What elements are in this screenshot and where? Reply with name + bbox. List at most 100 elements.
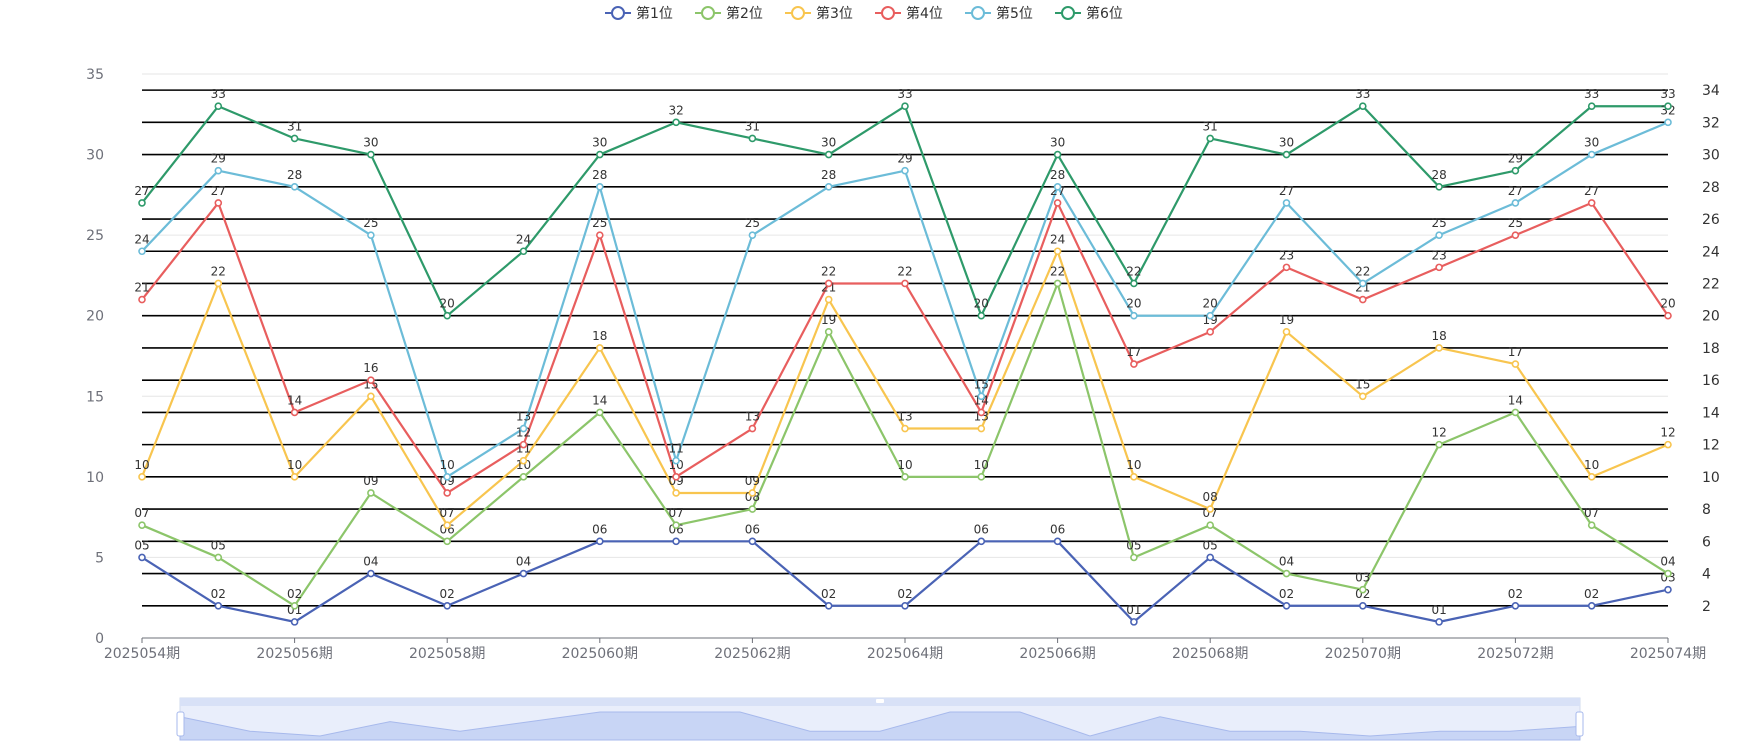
data-point[interactable] — [1664, 311, 1672, 320]
data-point[interactable] — [1053, 150, 1062, 159]
data-point[interactable] — [1359, 392, 1367, 401]
data-point[interactable] — [901, 601, 909, 610]
data-point[interactable] — [748, 489, 757, 497]
data-point[interactable] — [1511, 408, 1520, 417]
legend-item[interactable]: 第4位 — [875, 5, 943, 22]
data-point[interactable] — [214, 199, 223, 207]
data-point[interactable] — [1053, 183, 1062, 191]
data-point[interactable] — [1130, 360, 1138, 368]
data-point[interactable] — [367, 376, 375, 384]
data-point[interactable] — [290, 473, 299, 481]
data-point[interactable] — [138, 295, 146, 304]
legend-item[interactable]: 第3位 — [785, 5, 853, 22]
data-point[interactable] — [443, 601, 452, 610]
data-point[interactable] — [824, 183, 833, 191]
data-point[interactable] — [367, 489, 375, 497]
data-point[interactable] — [519, 440, 528, 449]
data-point[interactable] — [443, 521, 452, 530]
data-point[interactable] — [672, 521, 680, 530]
data-point[interactable] — [977, 537, 986, 546]
data-point[interactable] — [1359, 279, 1367, 288]
data-point[interactable] — [748, 231, 757, 239]
data-point[interactable] — [672, 537, 680, 546]
data-point[interactable] — [519, 473, 528, 481]
data-point[interactable] — [443, 473, 452, 481]
data-point[interactable] — [1282, 601, 1291, 610]
data-point[interactable] — [519, 456, 528, 465]
data-point[interactable] — [1130, 618, 1138, 626]
data-point[interactable] — [1664, 569, 1672, 578]
data-point[interactable] — [1053, 537, 1062, 546]
data-point[interactable] — [519, 247, 528, 256]
data-point[interactable] — [519, 424, 528, 433]
data-point[interactable] — [1511, 231, 1520, 239]
data-point[interactable] — [1130, 473, 1138, 481]
data-point[interactable] — [824, 601, 833, 610]
data-point[interactable] — [290, 134, 299, 143]
data-point[interactable] — [1053, 199, 1062, 207]
data-point[interactable] — [367, 150, 375, 159]
data-point[interactable] — [977, 424, 986, 433]
data-point[interactable] — [290, 618, 299, 626]
data-point[interactable] — [138, 247, 146, 256]
data-point[interactable] — [214, 102, 223, 111]
data-point[interactable] — [138, 553, 146, 562]
data-point[interactable] — [1511, 601, 1520, 610]
data-point[interactable] — [901, 473, 909, 481]
data-point[interactable] — [1359, 585, 1367, 594]
data-point[interactable] — [748, 424, 757, 433]
data-point[interactable] — [748, 537, 757, 546]
data-point[interactable] — [977, 392, 986, 401]
legend-item[interactable]: 第1位 — [605, 5, 673, 22]
data-point[interactable] — [1282, 150, 1291, 159]
legend-item[interactable]: 第5位 — [965, 5, 1033, 22]
data-point[interactable] — [138, 521, 146, 530]
data-point[interactable] — [1130, 279, 1138, 288]
data-zoom-slider[interactable] — [176, 697, 1584, 741]
data-point[interactable] — [1587, 150, 1596, 159]
data-point[interactable] — [595, 344, 604, 352]
data-point[interactable] — [824, 279, 833, 288]
data-point[interactable] — [824, 328, 833, 336]
zoom-handle-left[interactable] — [176, 711, 185, 737]
data-point[interactable] — [443, 537, 452, 546]
data-point[interactable] — [1130, 553, 1138, 562]
legend-item[interactable]: 第2位 — [695, 5, 763, 22]
data-point[interactable] — [1206, 521, 1214, 530]
data-point[interactable] — [1053, 279, 1062, 288]
data-point[interactable] — [1587, 199, 1596, 207]
data-point[interactable] — [1282, 199, 1291, 207]
data-point[interactable] — [1587, 521, 1596, 530]
data-point[interactable] — [1282, 328, 1291, 336]
data-point[interactable] — [290, 183, 299, 191]
data-point[interactable] — [1435, 344, 1443, 352]
data-point[interactable] — [595, 150, 604, 159]
data-point[interactable] — [1587, 473, 1596, 481]
data-point[interactable] — [1664, 102, 1672, 111]
data-point[interactable] — [1206, 134, 1214, 143]
data-point[interactable] — [1359, 102, 1367, 111]
data-point[interactable] — [901, 279, 909, 288]
zoom-handle-right[interactable] — [1575, 711, 1584, 737]
data-point[interactable] — [595, 231, 604, 239]
data-point[interactable] — [1282, 263, 1291, 272]
data-point[interactable] — [748, 134, 757, 143]
data-point[interactable] — [1664, 118, 1672, 127]
data-point[interactable] — [367, 231, 375, 239]
data-point[interactable] — [1130, 311, 1138, 320]
data-point[interactable] — [138, 473, 146, 481]
data-point[interactable] — [595, 408, 604, 417]
data-point[interactable] — [901, 102, 909, 111]
data-point[interactable] — [214, 601, 223, 610]
data-point[interactable] — [1435, 440, 1443, 449]
data-point[interactable] — [214, 166, 223, 175]
data-point[interactable] — [214, 553, 223, 562]
data-point[interactable] — [1664, 440, 1672, 449]
data-point[interactable] — [595, 537, 604, 546]
data-point[interactable] — [1587, 601, 1596, 610]
data-point[interactable] — [977, 311, 986, 320]
legend-item[interactable]: 第6位 — [1055, 5, 1123, 22]
zoom-move-handle[interactable] — [876, 699, 884, 703]
data-point[interactable] — [672, 473, 680, 481]
data-point[interactable] — [672, 489, 680, 497]
